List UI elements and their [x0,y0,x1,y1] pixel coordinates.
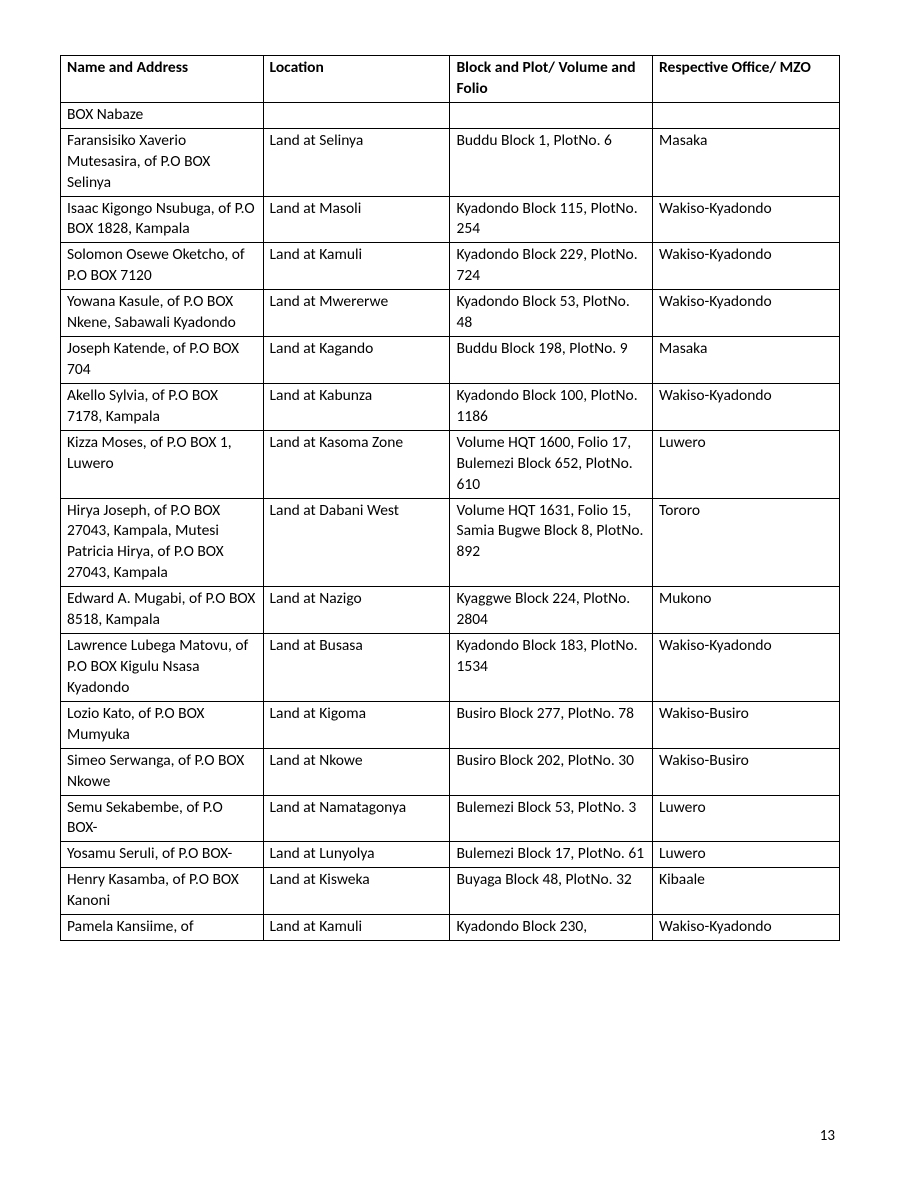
table-cell: Wakiso-Kyadondo [653,196,840,243]
land-records-table: Name and Address Location Block and Plot… [60,55,840,941]
table-row: Hirya Joseph, of P.O BOX 27043, Kampala,… [61,498,840,587]
table-cell: Wakiso-Kyadondo [653,383,840,430]
table-cell: Land at Nazigo [263,587,450,634]
col-header-block: Block and Plot/ Volume and Folio [450,56,653,103]
table-row: Yosamu Seruli, of P.O BOX-Land at Lunyol… [61,842,840,868]
table-cell: Edward A. Mugabi, of P.O BOX 8518, Kampa… [61,587,264,634]
table-cell: Masaka [653,128,840,196]
table-cell: Volume HQT 1631, Folio 15, Samia Bugwe B… [450,498,653,587]
table-cell: Land at Nkowe [263,748,450,795]
table-cell: Land at Kamuli [263,243,450,290]
table-cell: Luwero [653,795,840,842]
table-row: Lawrence Lubega Matovu, of P.O BOX Kigul… [61,634,840,702]
table-cell: Simeo Serwanga, of P.O BOX Nkowe [61,748,264,795]
table-row: Henry Kasamba, of P.O BOX KanoniLand at … [61,868,840,915]
table-cell: Kyadondo Block 100, PlotNo. 1186 [450,383,653,430]
table-cell [653,102,840,128]
col-header-name: Name and Address [61,56,264,103]
table-cell: Land at Mwererwe [263,290,450,337]
table-cell: Kyadondo Block 183, PlotNo. 1534 [450,634,653,702]
table-cell: Akello Sylvia, of P.O BOX 7178, Kampala [61,383,264,430]
table-cell: Joseph Katende, of P.O BOX 704 [61,337,264,384]
table-body: BOX NabazeFaransisiko Xaverio Mutesasira… [61,102,840,940]
table-row: Simeo Serwanga, of P.O BOX NkoweLand at … [61,748,840,795]
table-cell [263,102,450,128]
table-cell: Luwero [653,430,840,498]
table-cell: Land at Namatagonya [263,795,450,842]
table-cell: Henry Kasamba, of P.O BOX Kanoni [61,868,264,915]
page-number: 13 [820,1127,835,1145]
table-cell: Land at Dabani West [263,498,450,587]
table-row: Lozio Kato, of P.O BOX MumyukaLand at Ki… [61,701,840,748]
table-cell: Hirya Joseph, of P.O BOX 27043, Kampala,… [61,498,264,587]
table-cell: Lozio Kato, of P.O BOX Mumyuka [61,701,264,748]
table-row: Solomon Osewe Oketcho, of P.O BOX 7120La… [61,243,840,290]
col-header-office: Respective Office/ MZO [653,56,840,103]
table-row: Joseph Katende, of P.O BOX 704Land at Ka… [61,337,840,384]
table-cell: Kizza Moses, of P.O BOX 1, Luwero [61,430,264,498]
table-cell: Yosamu Seruli, of P.O BOX- [61,842,264,868]
table-cell: Luwero [653,842,840,868]
header-row: Name and Address Location Block and Plot… [61,56,840,103]
table-row: Edward A. Mugabi, of P.O BOX 8518, Kampa… [61,587,840,634]
table-cell: Wakiso-Kyadondo [653,243,840,290]
table-header: Name and Address Location Block and Plot… [61,56,840,103]
table-cell: Buyaga Block 48, PlotNo. 32 [450,868,653,915]
table-row: Pamela Kansiime, ofLand at KamuliKyadond… [61,915,840,941]
table-row: Semu Sekabembe, of P.O BOX-Land at Namat… [61,795,840,842]
table-cell: Kyadondo Block 229, PlotNo. 724 [450,243,653,290]
table-cell: Buddu Block 198, PlotNo. 9 [450,337,653,384]
table-cell: Kyadondo Block 53, PlotNo. 48 [450,290,653,337]
table-cell: Busiro Block 277, PlotNo. 78 [450,701,653,748]
table-cell: Land at Kamuli [263,915,450,941]
table-cell: Lawrence Lubega Matovu, of P.O BOX Kigul… [61,634,264,702]
table-cell: Isaac Kigongo Nsubuga, of P.O BOX 1828, … [61,196,264,243]
table-row: Yowana Kasule, of P.O BOX Nkene, Sabawal… [61,290,840,337]
table-cell: Land at Selinya [263,128,450,196]
table-cell: Buddu Block 1, PlotNo. 6 [450,128,653,196]
table-cell: Tororo [653,498,840,587]
table-cell [450,102,653,128]
table-cell: Solomon Osewe Oketcho, of P.O BOX 7120 [61,243,264,290]
table-cell: Land at Kasoma Zone [263,430,450,498]
table-cell: Land at Kabunza [263,383,450,430]
table-cell: Wakiso-Busiro [653,701,840,748]
table-cell: Kyadondo Block 230, [450,915,653,941]
table-cell: Land at Masoli [263,196,450,243]
table-cell: Land at Busasa [263,634,450,702]
table-row: Akello Sylvia, of P.O BOX 7178, KampalaL… [61,383,840,430]
table-cell: Land at Kagando [263,337,450,384]
table-cell: Mukono [653,587,840,634]
table-cell: Masaka [653,337,840,384]
table-cell: Busiro Block 202, PlotNo. 30 [450,748,653,795]
table-cell: Volume HQT 1600, Folio 17, Bulemezi Bloc… [450,430,653,498]
table-cell: Land at Kigoma [263,701,450,748]
table-cell: Land at Kisweka [263,868,450,915]
table-row: BOX Nabaze [61,102,840,128]
table-cell: Semu Sekabembe, of P.O BOX- [61,795,264,842]
table-cell: Kyaggwe Block 224, PlotNo. 2804 [450,587,653,634]
table-cell: Kibaale [653,868,840,915]
table-cell: Kyadondo Block 115, PlotNo. 254 [450,196,653,243]
table-cell: Bulemezi Block 53, PlotNo. 3 [450,795,653,842]
table-row: Kizza Moses, of P.O BOX 1, LuweroLand at… [61,430,840,498]
table-cell: BOX Nabaze [61,102,264,128]
table-row: Faransisiko Xaverio Mutesasira, of P.O B… [61,128,840,196]
col-header-location: Location [263,56,450,103]
table-cell: Pamela Kansiime, of [61,915,264,941]
table-cell: Bulemezi Block 17, PlotNo. 61 [450,842,653,868]
table-cell: Wakiso-Busiro [653,748,840,795]
table-cell: Wakiso-Kyadondo [653,290,840,337]
table-row: Isaac Kigongo Nsubuga, of P.O BOX 1828, … [61,196,840,243]
table-cell: Land at Lunyolya [263,842,450,868]
table-cell: Wakiso-Kyadondo [653,915,840,941]
table-cell: Yowana Kasule, of P.O BOX Nkene, Sabawal… [61,290,264,337]
table-cell: Faransisiko Xaverio Mutesasira, of P.O B… [61,128,264,196]
table-cell: Wakiso-Kyadondo [653,634,840,702]
